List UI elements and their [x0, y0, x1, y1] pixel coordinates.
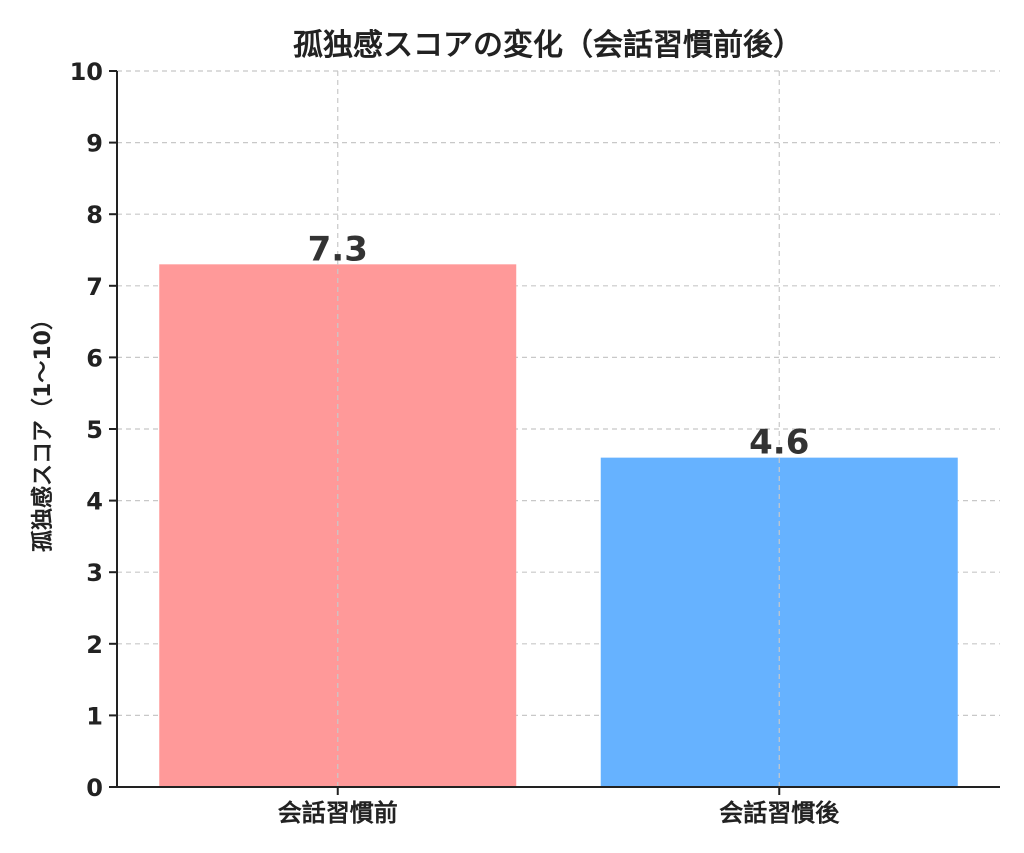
- y-tick-label: 9: [86, 130, 103, 158]
- y-tick-label: 3: [86, 559, 103, 587]
- data-label: 4.6: [749, 423, 809, 463]
- axes-layer: [109, 70, 1000, 795]
- y-tick-label: 4: [86, 488, 103, 516]
- y-tick-label: 7: [86, 273, 103, 301]
- data-labels: 7.3 4.6: [308, 229, 810, 462]
- y-tick-label: 5: [86, 416, 103, 444]
- x-tick-label: 会話習慣前: [278, 799, 398, 827]
- chart-title: 孤独感スコアの変化（会話習慣前後）: [293, 28, 803, 63]
- y-tick-label: 10: [70, 58, 103, 86]
- y-axis-label: 孤独感スコア（1〜10）: [30, 308, 56, 552]
- y-ticks: 0 1 2 3 4 5 6 7 8 9 10: [70, 58, 103, 802]
- y-tick-label: 8: [86, 201, 103, 229]
- y-tick-label: 0: [86, 774, 103, 802]
- bars-layer: [159, 264, 958, 787]
- x-tick-label: 会話習慣後: [719, 799, 840, 827]
- y-tick-label: 1: [86, 702, 103, 730]
- y-tick-label: 2: [86, 631, 103, 659]
- x-ticks: 会話習慣前 会話習慣後: [278, 799, 840, 827]
- data-label: 7.3: [308, 229, 368, 269]
- y-tick-label: 6: [86, 344, 103, 372]
